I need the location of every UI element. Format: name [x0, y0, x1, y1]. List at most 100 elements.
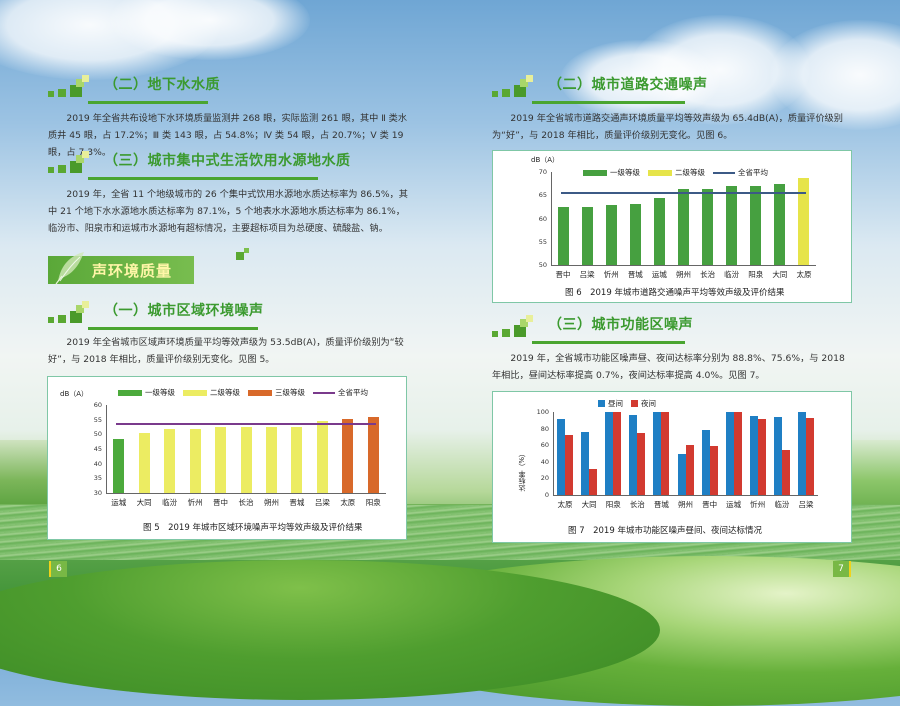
x-tick-label: 晋城 — [289, 498, 305, 507]
x-tick-label: 大同 — [136, 498, 152, 507]
y-tick-label: 60 — [538, 214, 547, 223]
legend-item: 全省平均 — [713, 167, 768, 178]
y-tick-label: 60 — [93, 401, 102, 409]
bar-太原 — [798, 178, 810, 265]
legend-label: 全省平均 — [738, 168, 768, 177]
bar-夜间 — [709, 446, 718, 495]
figure-caption: 图 6 2019 年城市道路交通噪声平均等效声级及评价结果 — [565, 288, 785, 298]
x-tick-label: 长治 — [238, 498, 254, 507]
legend-item: 夜间 — [631, 398, 656, 409]
figure-caption: 图 7 2019 年城市功能区噪声昼间、夜间达标情况 — [568, 526, 762, 536]
bar-吕梁 — [316, 421, 328, 493]
bar-夜间 — [757, 419, 766, 495]
bar-昼间 — [677, 453, 686, 495]
bar-晋中 — [215, 427, 227, 493]
section-heading-groundwater: （二）地下水水质 — [48, 74, 220, 104]
legend-label: 二级等级 — [210, 388, 240, 397]
figure-caption: 图 5 2019 年城市区域环境噪声平均等效声级及评价结果 — [143, 523, 363, 533]
x-tick-label: 朔州 — [676, 270, 691, 279]
bar-阳泉 — [367, 416, 379, 493]
x-tick-label: 太原 — [340, 498, 356, 507]
y-tick-label: 55 — [93, 415, 102, 424]
bar-昼间 — [749, 416, 758, 495]
section-title: （二）城市道路交通噪声 — [548, 77, 708, 93]
leaf-icon — [55, 252, 84, 285]
x-axis-line — [553, 495, 818, 496]
y-tick-label: 40 — [540, 457, 549, 466]
y-tick-label: 40 — [93, 459, 102, 468]
figure-5-chart: dB（A） 30 35 40 45 50 55 60 运城 大同 临汾 忻州 晋中 长治 朔州 晋城 吕梁 太原阳… — [47, 376, 407, 540]
bar-夜间 — [733, 412, 742, 495]
y-tick-label: 30 — [93, 489, 102, 497]
y-tick-label: 0 — [544, 491, 549, 499]
legend-item: 全省平均 — [313, 387, 368, 398]
drinking-water-paragraph: 2019 年，全省 11 个地级城市的 26 个集中式饮用水源地水质达标率为 8… — [48, 189, 408, 234]
y-tick-label: 50 — [538, 261, 547, 269]
bar-吕梁 — [581, 206, 593, 265]
legend-label: 夜间 — [641, 399, 656, 408]
legend-label: 三级等级 — [275, 388, 305, 397]
bar-阳泉 — [750, 185, 762, 265]
legend-swatch — [648, 169, 672, 176]
y-axis-label: dB（A） — [60, 390, 89, 398]
y-axis-line — [106, 405, 107, 493]
bar-昼间 — [557, 418, 566, 495]
section-heading-urban-noise: （一）城市区域环境噪声 — [48, 300, 263, 330]
x-tick-label: 阳泉 — [605, 500, 621, 509]
cloud-decoration — [560, 40, 720, 120]
x-tick-label: 临汾 — [724, 270, 740, 279]
legend-line-swatch — [313, 391, 335, 394]
bar-昼间 — [581, 431, 590, 495]
legend-item: 一级等级 — [583, 167, 640, 178]
x-tick-label: 长治 — [629, 500, 645, 509]
x-axis-line — [106, 493, 386, 494]
x-tick-label: 晋城 — [627, 270, 643, 279]
bar-长治 — [702, 188, 714, 265]
legend-item: 三级等级 — [248, 387, 305, 398]
x-tick-label: 忻州 — [750, 500, 766, 509]
legend-swatch — [183, 389, 207, 396]
average-line — [560, 192, 807, 195]
x-tick-label: 忻州 — [187, 498, 203, 507]
legend-label: 一级等级 — [610, 168, 640, 177]
x-tick-label: 晋中 — [555, 270, 571, 279]
functional-noise-paragraph: 2019 年，全省城市功能区噪声昼、夜间达标率分别为 88.8%、75.6%，与… — [492, 353, 845, 381]
bar-大同 — [138, 432, 150, 493]
legend-item: 一级等级 — [118, 387, 175, 398]
bar-晋城 — [291, 427, 303, 493]
y-tick-label: 50 — [93, 430, 102, 439]
y-tick-label: 35 — [93, 474, 102, 483]
section-heading-drinking-water: （三）城市集中式生活饮用水源地水质 — [48, 150, 350, 180]
chart-legend: 一级等级 二级等级 三级等级 全省平均 — [118, 387, 368, 398]
y-tick-label: 60 — [540, 441, 549, 450]
y-axis-line — [551, 172, 552, 265]
chapter-title: 声环境质量 — [92, 262, 173, 280]
bar-夜间 — [565, 435, 574, 495]
legend-line-swatch — [713, 171, 735, 174]
legend-swatch — [598, 400, 605, 407]
bar-夜间 — [637, 432, 646, 495]
x-tick-label: 阳泉 — [748, 270, 764, 279]
bar-夜间 — [805, 417, 814, 495]
x-tick-label: 朔州 — [263, 498, 279, 507]
x-tick-label: 临汾 — [162, 498, 178, 507]
bar-临汾 — [164, 429, 176, 493]
y-tick-label: 55 — [538, 237, 547, 246]
legend-swatch — [118, 389, 142, 396]
bar-昼间 — [773, 416, 782, 495]
x-tick-label: 大同 — [772, 270, 788, 279]
road-noise-paragraph: 2019 年全省城市道路交通声环境质量平均等效声级为 65.4dB(A)，质量评… — [492, 113, 843, 141]
x-axis-line — [551, 265, 816, 266]
x-tick-label: 太原 — [557, 500, 573, 509]
legend-swatch — [583, 169, 607, 176]
figure-7-chart: 达标率（%） 0 20 40 60 80 100 太原 大同 阳泉 长治 晋城 朔州 晋中 运城 忻州 临汾 吕梁… — [492, 391, 852, 543]
section-heading-functional-noise: （三）城市功能区噪声 — [492, 314, 693, 344]
bar-太原 — [342, 419, 354, 493]
section-title: （三）城市功能区噪声 — [548, 317, 693, 333]
x-tick-label: 长治 — [700, 270, 716, 279]
bar-昼间 — [701, 430, 710, 495]
bar-昼间 — [797, 412, 806, 495]
section-heading-road-noise: （二）城市道路交通噪声 — [492, 74, 707, 104]
y-tick-label: 20 — [540, 474, 549, 483]
y-tick-label: 45 — [93, 445, 102, 453]
